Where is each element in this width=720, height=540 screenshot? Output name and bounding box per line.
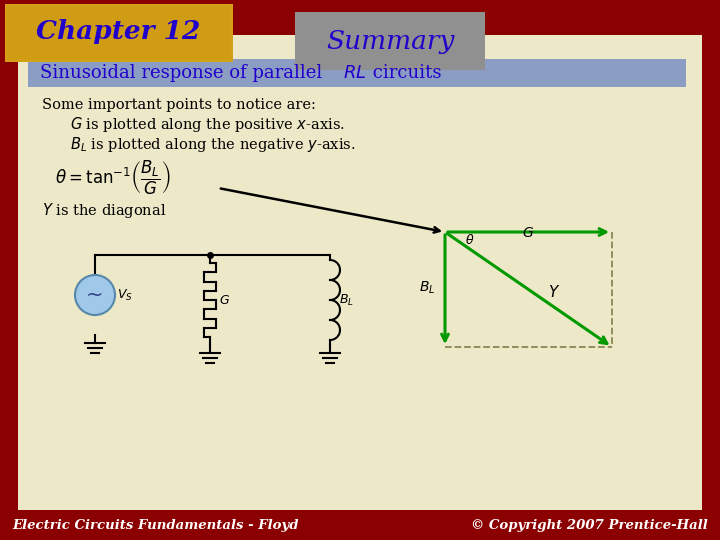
Text: © Copyright 2007 Prentice-Hall: © Copyright 2007 Prentice-Hall [472,519,708,532]
Text: $Y$: $Y$ [548,284,560,300]
Text: $B_L$: $B_L$ [418,280,435,296]
Text: Summary: Summary [326,29,454,53]
Text: $\theta = \tan^{-1}\!\left(\dfrac{B_L}{G}\right)$: $\theta = \tan^{-1}\!\left(\dfrac{B_L}{G… [55,159,171,197]
Bar [0,512,720,540]
Bar [28,59,686,87]
Text: Chapter 12: Chapter 12 [36,19,200,44]
Bar [5,4,233,62]
Text: Sinusoidal response of parallel: Sinusoidal response of parallel [40,64,328,82]
Text: $\mathit{B_L}$ is plotted along the negative $\mathit{y}$-axis.: $\mathit{B_L}$ is plotted along the nega… [70,136,356,154]
Text: $B_L$: $B_L$ [339,293,354,308]
Bar [7,6,231,60]
Text: $G$: $G$ [219,294,230,307]
Text: $V_S$: $V_S$ [117,287,132,302]
Text: Electric Circuits Fundamentals - Floyd: Electric Circuits Fundamentals - Floyd [12,519,299,532]
Bar [18,35,702,510]
Text: $\mathit{G}$ is plotted along the positive $\mathit{x}$-axis.: $\mathit{G}$ is plotted along the positi… [70,116,345,134]
Text: ~: ~ [86,285,104,305]
Text: $G$: $G$ [522,226,534,240]
Bar [295,12,485,70]
Text: circuits: circuits [367,64,441,82]
Text: $\theta$: $\theta$ [465,233,474,247]
Text: $\mathit{RL}$: $\mathit{RL}$ [343,64,366,82]
Circle shape [75,275,115,315]
Text: Some important points to notice are:: Some important points to notice are: [42,98,316,112]
Text: $\mathit{Y}$ is the diagonal: $\mathit{Y}$ is the diagonal [42,200,166,219]
